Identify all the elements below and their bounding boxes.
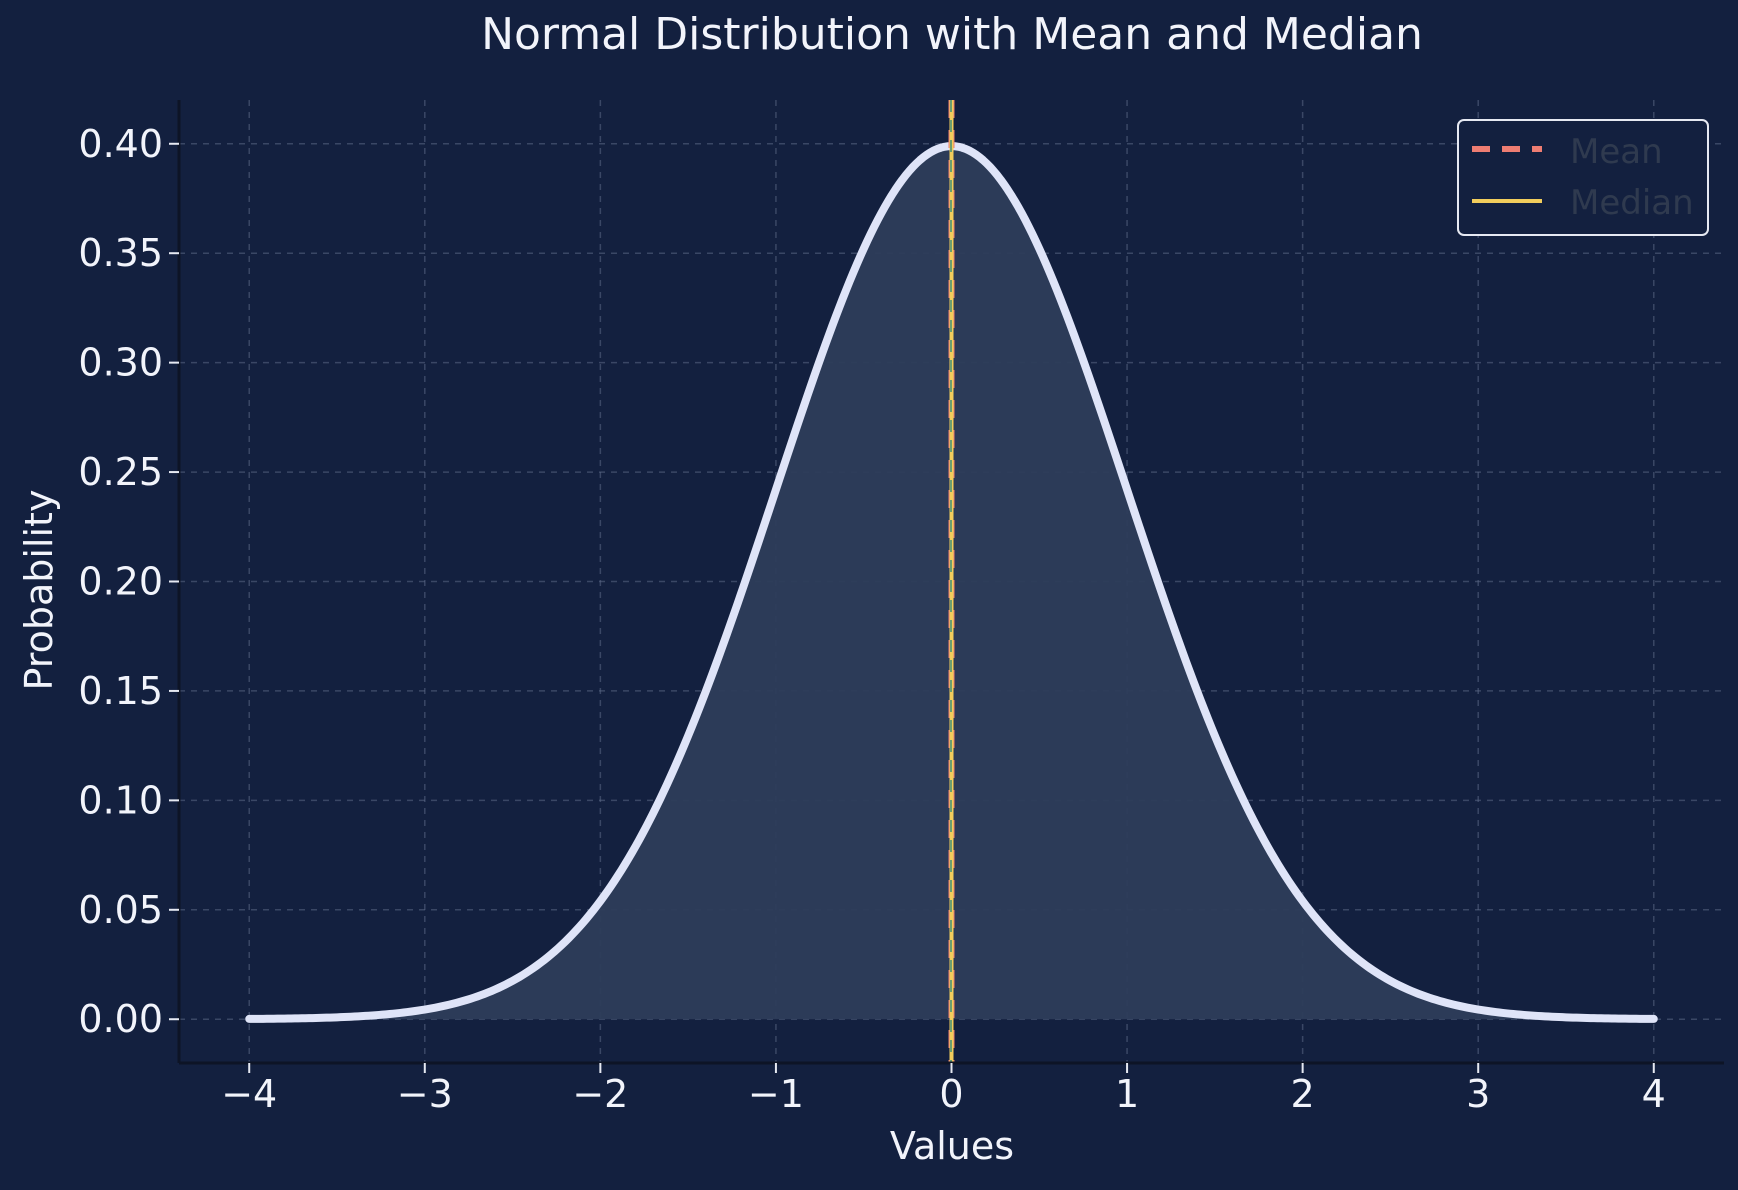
y-axis-label: Probability — [17, 490, 61, 691]
y-tick-label-4: 0.20 — [78, 560, 163, 604]
reference-lines — [951, 100, 952, 1063]
y-tick-label-0: 0.00 — [78, 997, 163, 1041]
legend-mean-label: Mean — [1570, 132, 1663, 172]
x-axis-label: Values — [890, 1124, 1014, 1168]
x-tick-label-5: 1 — [1115, 1072, 1139, 1116]
x-tick-label-4: 0 — [939, 1072, 963, 1116]
y-tick-label-5: 0.25 — [78, 450, 163, 494]
y-tick-label-2: 0.10 — [78, 778, 163, 822]
x-tick-label-0: −4 — [221, 1072, 277, 1116]
y-tick-label-3: 0.15 — [78, 669, 163, 713]
x-tick-label-1: −3 — [397, 1072, 453, 1116]
x-tick-label-8: 4 — [1642, 1072, 1666, 1116]
y-tick-label-7: 0.35 — [78, 231, 163, 275]
y-tick-label-6: 0.30 — [78, 341, 163, 385]
legend: Mean Median — [1458, 120, 1708, 235]
x-tick-label-6: 2 — [1291, 1072, 1315, 1116]
x-tick-label-7: 3 — [1466, 1072, 1490, 1116]
x-tick-label-3: −1 — [748, 1072, 804, 1116]
y-tick-label-1: 0.05 — [78, 888, 163, 932]
legend-median-label: Median — [1570, 183, 1694, 223]
chart-title: Normal Distribution with Mean and Median — [481, 9, 1423, 60]
x-tick-label-2: −2 — [572, 1072, 628, 1116]
y-tick-label-8: 0.40 — [78, 122, 163, 166]
